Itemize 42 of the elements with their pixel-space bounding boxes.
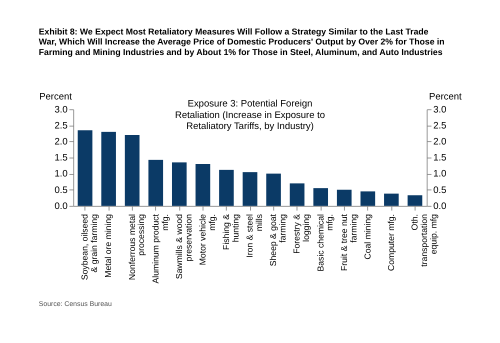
- y-tick-label: 1.0: [54, 168, 68, 180]
- y2-tick-label: 1.0: [433, 168, 446, 180]
- bar: [196, 164, 210, 206]
- y-tick-label: 3.0: [54, 104, 68, 116]
- bar: [78, 130, 92, 206]
- bar: [360, 191, 376, 206]
- chart-subtitle: Exposure 3: Potential Foreign Retaliation (Increase in Exposure to Retaliatory Tariffs, by Industry): [174, 98, 326, 132]
- y-tick-label: 2.0: [54, 136, 68, 148]
- y2-tick-label: 2.5: [433, 120, 446, 132]
- bar: [242, 172, 258, 206]
- chart-title: Exhibit 8: We Expect Most Retaliatory Measures Will Follow a Strategy Similar to the Last Trade War, Which Will Increase the Average Price of Domestic Producers' Output by Over 2% for Those in Farming and Mining Industries and by About 1% for Those in Steel, Aluminum, and Auto Industries: [38, 26, 445, 57]
- x-tick-label: Metal ore mining: [103, 214, 114, 278]
- y2-tick-label: 3.0: [433, 104, 446, 116]
- bar: [172, 162, 187, 206]
- y-tick-label: 0.0: [54, 200, 68, 212]
- bar: [124, 135, 140, 206]
- x-tick-label: Soybean, oilseed & grain farming: [80, 214, 100, 280]
- y2-tick-label: 0.5: [433, 184, 446, 196]
- y-tick-label: 0.5: [54, 184, 68, 196]
- bar: [219, 170, 234, 206]
- bar: [290, 183, 304, 206]
- y-tick-label: 1.5: [54, 152, 68, 164]
- y-tick-label: 2.5: [54, 120, 68, 132]
- x-tick-label: Computer mfg.: [386, 214, 396, 271]
- x-tick-label: Basic chemical mfg.: [315, 214, 335, 272]
- bar: [101, 132, 116, 206]
- x-tick-label: Oth. transportation equip. mfg: [410, 214, 438, 267]
- bar: [408, 195, 422, 206]
- bar: [336, 190, 352, 206]
- y2-axis-title: Percent: [428, 91, 462, 102]
- bar: [148, 160, 164, 206]
- bar: [384, 194, 399, 206]
- x-tick-label: Nonferrous metal processing: [126, 214, 146, 280]
- y2-tick-label: 1.5: [433, 152, 446, 164]
- bar: [266, 174, 281, 206]
- x-tick-label: Aluminum product mfg.: [150, 213, 170, 284]
- y-axis-title: Percent: [39, 91, 72, 102]
- bar: [313, 188, 328, 206]
- y2-tick-label: 0.0: [433, 200, 446, 212]
- x-tick-label: Coal mining: [362, 214, 372, 260]
- x-tick-label: Motor vehicle mfg.: [197, 214, 217, 266]
- y2-tick-label: 2.0: [433, 136, 446, 148]
